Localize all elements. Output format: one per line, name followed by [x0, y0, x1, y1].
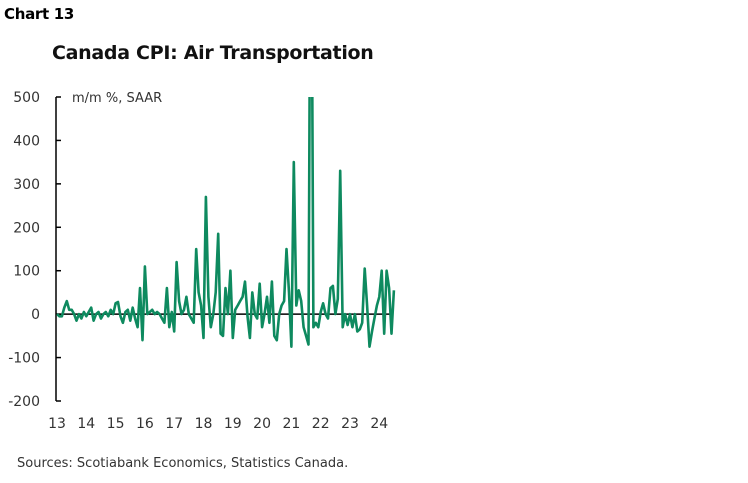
- series-line: [56, 97, 396, 349]
- x-tick-label: 23: [341, 416, 359, 432]
- x-tick-label: 20: [253, 416, 271, 432]
- y-axis: -200 -100 0 100 200 300 400 500: [8, 90, 61, 410]
- x-tick-label: 16: [136, 416, 154, 432]
- chart-title: Canada CPI: Air Transportation: [52, 42, 374, 64]
- x-tick-label: 18: [195, 416, 213, 432]
- y-tick-label: 0: [31, 307, 40, 323]
- x-axis: 13 14 15 16 17 18 19 20 21 22 23 24: [48, 416, 388, 432]
- y-tick-label: -200: [8, 394, 40, 410]
- y-tick-label: 100: [13, 264, 40, 280]
- y-tick-label: 300: [13, 177, 40, 193]
- x-tick-label: 22: [312, 416, 330, 432]
- x-tick-label: 21: [282, 416, 300, 432]
- source-note: Sources: Scotiabank Economics, Statistic…: [17, 456, 349, 471]
- y-tick-label: 500: [13, 90, 40, 106]
- y-tick-label: 200: [13, 220, 40, 236]
- y-tick-label: -100: [8, 351, 40, 367]
- x-tick-label: 19: [224, 416, 242, 432]
- x-tick-label: 14: [77, 416, 95, 432]
- unit-label: m/m %, SAAR: [72, 91, 162, 106]
- x-tick-label: 17: [165, 416, 183, 432]
- y-tick-label: 400: [13, 133, 40, 149]
- x-tick-label: 24: [370, 416, 388, 432]
- x-tick-label: 13: [48, 416, 66, 432]
- chart-number-label: Chart 13: [4, 5, 75, 23]
- x-tick-label: 15: [107, 416, 125, 432]
